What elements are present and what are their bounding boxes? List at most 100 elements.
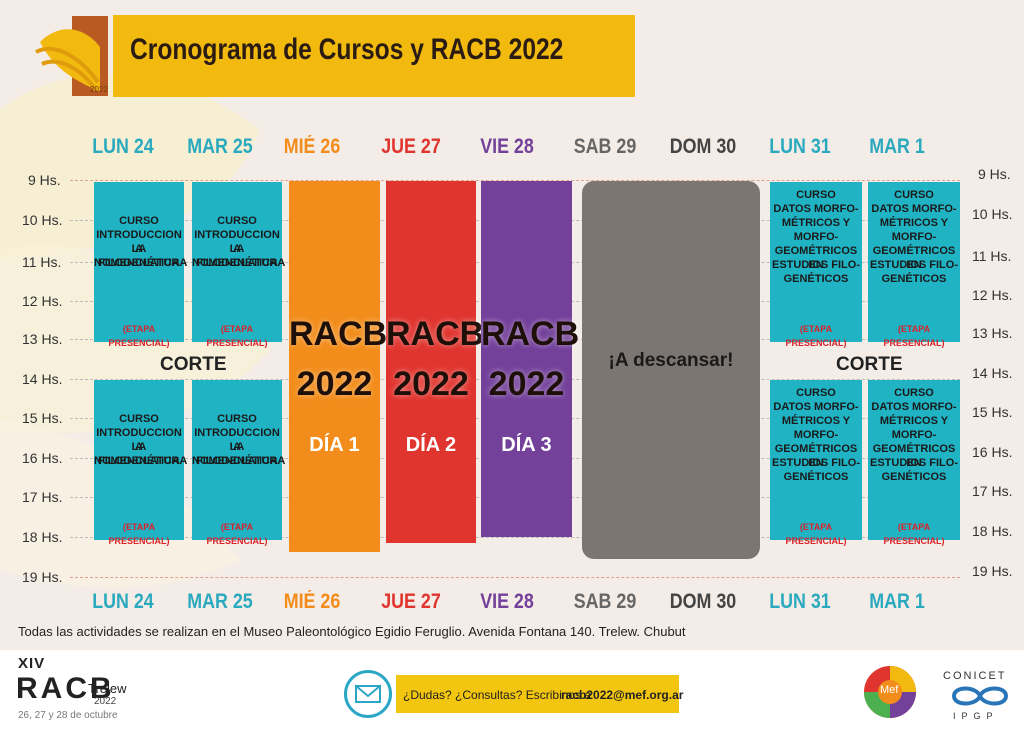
contact-email-link[interactable]: racb2022@mef.org.ar <box>561 688 684 702</box>
day-header-top: VIE 28 <box>480 135 534 158</box>
page-title: Cronograma de Cursos y RACB 2022 <box>130 33 564 66</box>
day-header-bottom: JUE 27 <box>381 590 441 613</box>
course-text-line: INTRODUCCION A <box>194 427 280 453</box>
day-header-bottom: VIE 28 <box>480 590 534 613</box>
day-header-top: MAR 1 <box>869 135 925 158</box>
course-text-line: INTRODUCCION A <box>194 229 280 255</box>
hour-label-right: 12 Hs. <box>972 287 1013 303</box>
hour-label-right: 9 Hs. <box>978 166 1011 182</box>
corte-label-right: CORTE <box>836 354 903 375</box>
ipgp-logo-text: IPGP <box>953 711 999 721</box>
course-text-line: GEOMÉTRICOS EN <box>774 443 858 469</box>
course-etapa-label: (ETAPA PRESENCIAL) <box>206 324 268 348</box>
course-block: CURSO INTRODUCCION A LA NOMENCLATURA FILOGE… <box>94 182 188 348</box>
hour-label-left: 13 Hs. <box>22 331 63 347</box>
hour-label-right: 14 Hs. <box>972 365 1013 381</box>
footer-dates: 26, 27 y 28 de octubre <box>18 710 118 721</box>
day-header-bottom: MAR 25 <box>187 590 253 613</box>
course-text-line: MORFO- <box>793 429 839 441</box>
course-etapa-label: (ETAPA PRESENCIAL) <box>883 522 945 546</box>
course-text-line: CURSO <box>119 215 159 227</box>
day-header-top: JUE 27 <box>381 135 441 158</box>
day-header-bottom: MAR 1 <box>869 590 925 613</box>
course-etapa-label: (ETAPA PRESENCIAL) <box>785 324 847 348</box>
course-text-line: CURSO <box>894 387 934 399</box>
course-text-line: CURSO <box>796 189 836 201</box>
footer-city: Trelew <box>88 681 127 696</box>
course-text-line: CURSO <box>796 387 836 399</box>
course-text-line: CURSO <box>217 413 257 425</box>
course-etapa-label: (ETAPA PRESENCIAL) <box>108 324 170 348</box>
course-text-line: FILOGENÉTICA <box>98 455 180 467</box>
course-text-line: LA NOMENCLATURA <box>94 243 188 269</box>
course-text-line: MÉTRICOS Y <box>879 217 949 229</box>
course-text-line: GEOMÉTRICOS EN <box>872 443 956 469</box>
racb-day-block <box>386 181 476 543</box>
course-block: CURSO INTRODUCCION A LA NOMENCLATURA FILOGE… <box>192 182 285 348</box>
racb-year: 2022 <box>393 365 469 403</box>
course-block: CURSO DATOS MORFO- MÉTRICOS Y MORFO- GEOMÉTR… <box>868 380 960 546</box>
course-text-line: FILOGENÉTICA <box>98 257 180 269</box>
course-etapa-label: (ETAPA PRESENCIAL) <box>108 522 170 546</box>
course-text-line: MÉTRICOS Y <box>879 415 949 427</box>
course-text-line: ESTUDIOS FILO- <box>772 259 860 271</box>
course-text-line: MÉTRICOS Y <box>781 217 851 229</box>
hour-gridline <box>70 180 960 181</box>
day-header-top: SAB 29 <box>573 135 637 158</box>
day-header-top: MIÉ 26 <box>283 135 341 158</box>
hour-gridline <box>70 537 960 538</box>
mail-icon[interactable] <box>344 670 392 718</box>
hour-label-left: 15 Hs. <box>22 410 63 426</box>
course-text-line: GENÉTICOS <box>783 273 849 285</box>
course-text-line: CURSO <box>894 189 934 201</box>
course-etapa-label: (ETAPA PRESENCIAL) <box>206 522 268 546</box>
course-text-line: ESTUDIOS FILO- <box>772 457 860 469</box>
course-etapa-label: (ETAPA PRESENCIAL) <box>883 324 945 348</box>
hour-label-left: 12 Hs. <box>22 293 63 309</box>
day-header-top: LUN 31 <box>769 135 831 158</box>
hour-label-left: 10 Hs. <box>22 212 63 228</box>
course-text-line: FILOGENÉTICA <box>196 257 278 269</box>
racb-title: RACB <box>386 315 485 353</box>
course-block: CURSO INTRODUCCION A LA NOMENCLATURA FILOGE… <box>94 380 188 546</box>
hour-label-right: 11 Hs. <box>972 248 1012 264</box>
course-text-line: DATOS MORFO- <box>773 401 859 413</box>
hour-label-left: 14 Hs. <box>22 371 63 387</box>
hour-label-left: 11 Hs. <box>22 254 62 270</box>
day-header-bottom: LUN 31 <box>769 590 831 613</box>
course-text-line: MORFO- <box>793 231 839 243</box>
day-header-bottom: MIÉ 26 <box>283 590 341 613</box>
venue-footnote: Todas las actividades se realizan en el … <box>18 624 686 639</box>
course-text-line: LA NOMENCLATURA <box>94 441 188 467</box>
hour-label-right: 10 Hs. <box>972 206 1013 222</box>
racb-title: RACB <box>481 315 580 353</box>
hour-label-right: 15 Hs. <box>972 404 1013 420</box>
course-text-line: MORFO- <box>891 429 937 441</box>
contact-text: ¿Dudas? ¿Consultas? Escribinos a <box>403 688 592 702</box>
course-text-line: CURSO <box>217 215 257 227</box>
rest-block <box>582 181 760 559</box>
course-text-line: MÉTRICOS Y <box>781 415 851 427</box>
day-header-bottom: DOM 30 <box>669 590 737 613</box>
footer-year: 2022 <box>94 696 117 707</box>
racb-day-block <box>289 181 380 552</box>
course-text-line: GEOMÉTRICOS EN <box>872 245 956 271</box>
day-header-top: DOM 30 <box>669 135 737 158</box>
hour-label-right: 18 Hs. <box>972 523 1013 539</box>
racb-year: 2022 <box>488 365 565 403</box>
course-block: CURSO DATOS MORFO- MÉTRICOS Y MORFO- GEOMÉTR… <box>770 380 862 546</box>
course-text-line: GEOMÉTRICOS EN <box>774 245 858 271</box>
hour-label-left: 19 Hs. <box>22 569 63 585</box>
hour-label-left: 17 Hs. <box>22 489 63 505</box>
racb-day-number: DÍA 2 <box>405 434 457 456</box>
racb-year: 2022 <box>296 365 373 403</box>
corte-label-left: CORTE <box>160 354 227 375</box>
course-text-line: GENÉTICOS <box>881 471 947 483</box>
course-text-line: DATOS MORFO- <box>871 203 957 215</box>
racb-logo-icon <box>35 16 108 96</box>
course-text-line: MORFO- <box>891 231 937 243</box>
day-header-bottom: LUN 24 <box>92 590 154 613</box>
title-banner <box>113 15 635 97</box>
hour-label-left: 16 Hs. <box>22 450 63 466</box>
course-block: CURSO INTRODUCCION A LA NOMENCLATURA FILOGE… <box>192 380 285 546</box>
